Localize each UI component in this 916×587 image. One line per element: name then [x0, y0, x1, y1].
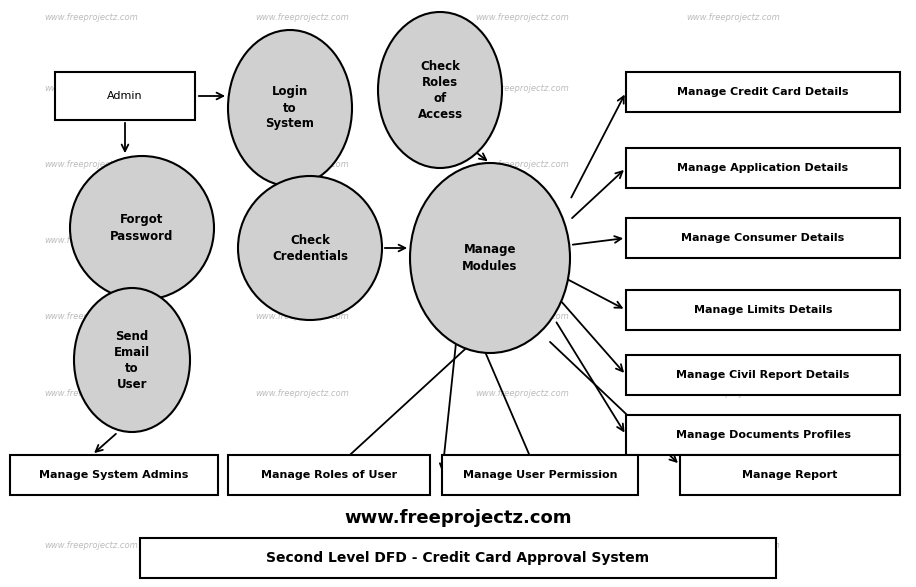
Text: www.freeprojectz.com: www.freeprojectz.com	[686, 13, 780, 22]
Ellipse shape	[70, 156, 214, 300]
Text: www.freeprojectz.com: www.freeprojectz.com	[686, 83, 780, 93]
Text: www.freeprojectz.com: www.freeprojectz.com	[686, 312, 780, 322]
Text: www.freeprojectz.com: www.freeprojectz.com	[45, 465, 138, 474]
Text: Manage Civil Report Details: Manage Civil Report Details	[676, 370, 850, 380]
Text: www.freeprojectz.com: www.freeprojectz.com	[686, 236, 780, 245]
Text: www.freeprojectz.com: www.freeprojectz.com	[45, 541, 138, 551]
Text: www.freeprojectz.com: www.freeprojectz.com	[475, 312, 569, 322]
Text: Check
Credentials: Check Credentials	[272, 234, 348, 262]
Text: Manage Limits Details: Manage Limits Details	[693, 305, 833, 315]
Text: www.freeprojectz.com: www.freeprojectz.com	[45, 83, 138, 93]
Text: Manage Documents Profiles: Manage Documents Profiles	[675, 430, 850, 440]
Text: www.freeprojectz.com: www.freeprojectz.com	[256, 541, 349, 551]
Text: Forgot
Password: Forgot Password	[110, 214, 174, 242]
Ellipse shape	[74, 288, 190, 432]
Text: www.freeprojectz.com: www.freeprojectz.com	[686, 160, 780, 169]
Text: www.freeprojectz.com: www.freeprojectz.com	[45, 160, 138, 169]
Text: Manage Roles of User: Manage Roles of User	[261, 470, 397, 480]
Text: www.freeprojectz.com: www.freeprojectz.com	[256, 389, 349, 398]
Text: www.freeprojectz.com: www.freeprojectz.com	[475, 465, 569, 474]
Text: www.freeprojectz.com: www.freeprojectz.com	[475, 83, 569, 93]
Ellipse shape	[238, 176, 382, 320]
Text: Manage System Admins: Manage System Admins	[39, 470, 189, 480]
Text: Send
Email
to
User: Send Email to User	[114, 329, 150, 390]
Text: www.freeprojectz.com: www.freeprojectz.com	[256, 236, 349, 245]
FancyBboxPatch shape	[140, 538, 776, 578]
FancyBboxPatch shape	[626, 355, 900, 395]
FancyBboxPatch shape	[442, 455, 638, 495]
Text: Manage Report: Manage Report	[742, 470, 838, 480]
Ellipse shape	[228, 30, 352, 186]
Text: Manage
Modules: Manage Modules	[463, 244, 518, 272]
Text: www.freeprojectz.com: www.freeprojectz.com	[475, 236, 569, 245]
Text: www.freeprojectz.com: www.freeprojectz.com	[45, 389, 138, 398]
FancyBboxPatch shape	[10, 455, 218, 495]
Text: Check
Roles
of
Access: Check Roles of Access	[418, 59, 463, 120]
Text: www.freeprojectz.com: www.freeprojectz.com	[45, 13, 138, 22]
FancyBboxPatch shape	[626, 290, 900, 330]
Text: www.freeprojectz.com: www.freeprojectz.com	[475, 13, 569, 22]
Text: www.freeprojectz.com: www.freeprojectz.com	[344, 509, 572, 527]
Text: Login
to
System: Login to System	[266, 86, 314, 130]
Text: www.freeprojectz.com: www.freeprojectz.com	[45, 312, 138, 322]
Text: www.freeprojectz.com: www.freeprojectz.com	[256, 83, 349, 93]
FancyBboxPatch shape	[626, 218, 900, 258]
Text: www.freeprojectz.com: www.freeprojectz.com	[475, 389, 569, 398]
Text: www.freeprojectz.com: www.freeprojectz.com	[686, 541, 780, 551]
FancyBboxPatch shape	[55, 72, 195, 120]
Text: Manage Consumer Details: Manage Consumer Details	[682, 233, 845, 243]
Text: Manage User Permission: Manage User Permission	[463, 470, 617, 480]
Text: www.freeprojectz.com: www.freeprojectz.com	[256, 465, 349, 474]
Text: www.freeprojectz.com: www.freeprojectz.com	[256, 13, 349, 22]
FancyBboxPatch shape	[626, 415, 900, 455]
FancyBboxPatch shape	[626, 72, 900, 112]
Ellipse shape	[378, 12, 502, 168]
FancyBboxPatch shape	[228, 455, 430, 495]
Text: Second Level DFD - Credit Card Approval System: Second Level DFD - Credit Card Approval …	[267, 551, 649, 565]
Text: Admin: Admin	[107, 91, 143, 101]
Text: Manage Credit Card Details: Manage Credit Card Details	[677, 87, 849, 97]
Text: www.freeprojectz.com: www.freeprojectz.com	[686, 389, 780, 398]
Text: www.freeprojectz.com: www.freeprojectz.com	[686, 465, 780, 474]
FancyBboxPatch shape	[626, 148, 900, 188]
Text: www.freeprojectz.com: www.freeprojectz.com	[256, 312, 349, 322]
Text: Manage Application Details: Manage Application Details	[678, 163, 848, 173]
FancyBboxPatch shape	[680, 455, 900, 495]
Text: www.freeprojectz.com: www.freeprojectz.com	[475, 160, 569, 169]
Text: www.freeprojectz.com: www.freeprojectz.com	[475, 541, 569, 551]
Text: www.freeprojectz.com: www.freeprojectz.com	[256, 160, 349, 169]
Text: www.freeprojectz.com: www.freeprojectz.com	[45, 236, 138, 245]
Ellipse shape	[410, 163, 570, 353]
